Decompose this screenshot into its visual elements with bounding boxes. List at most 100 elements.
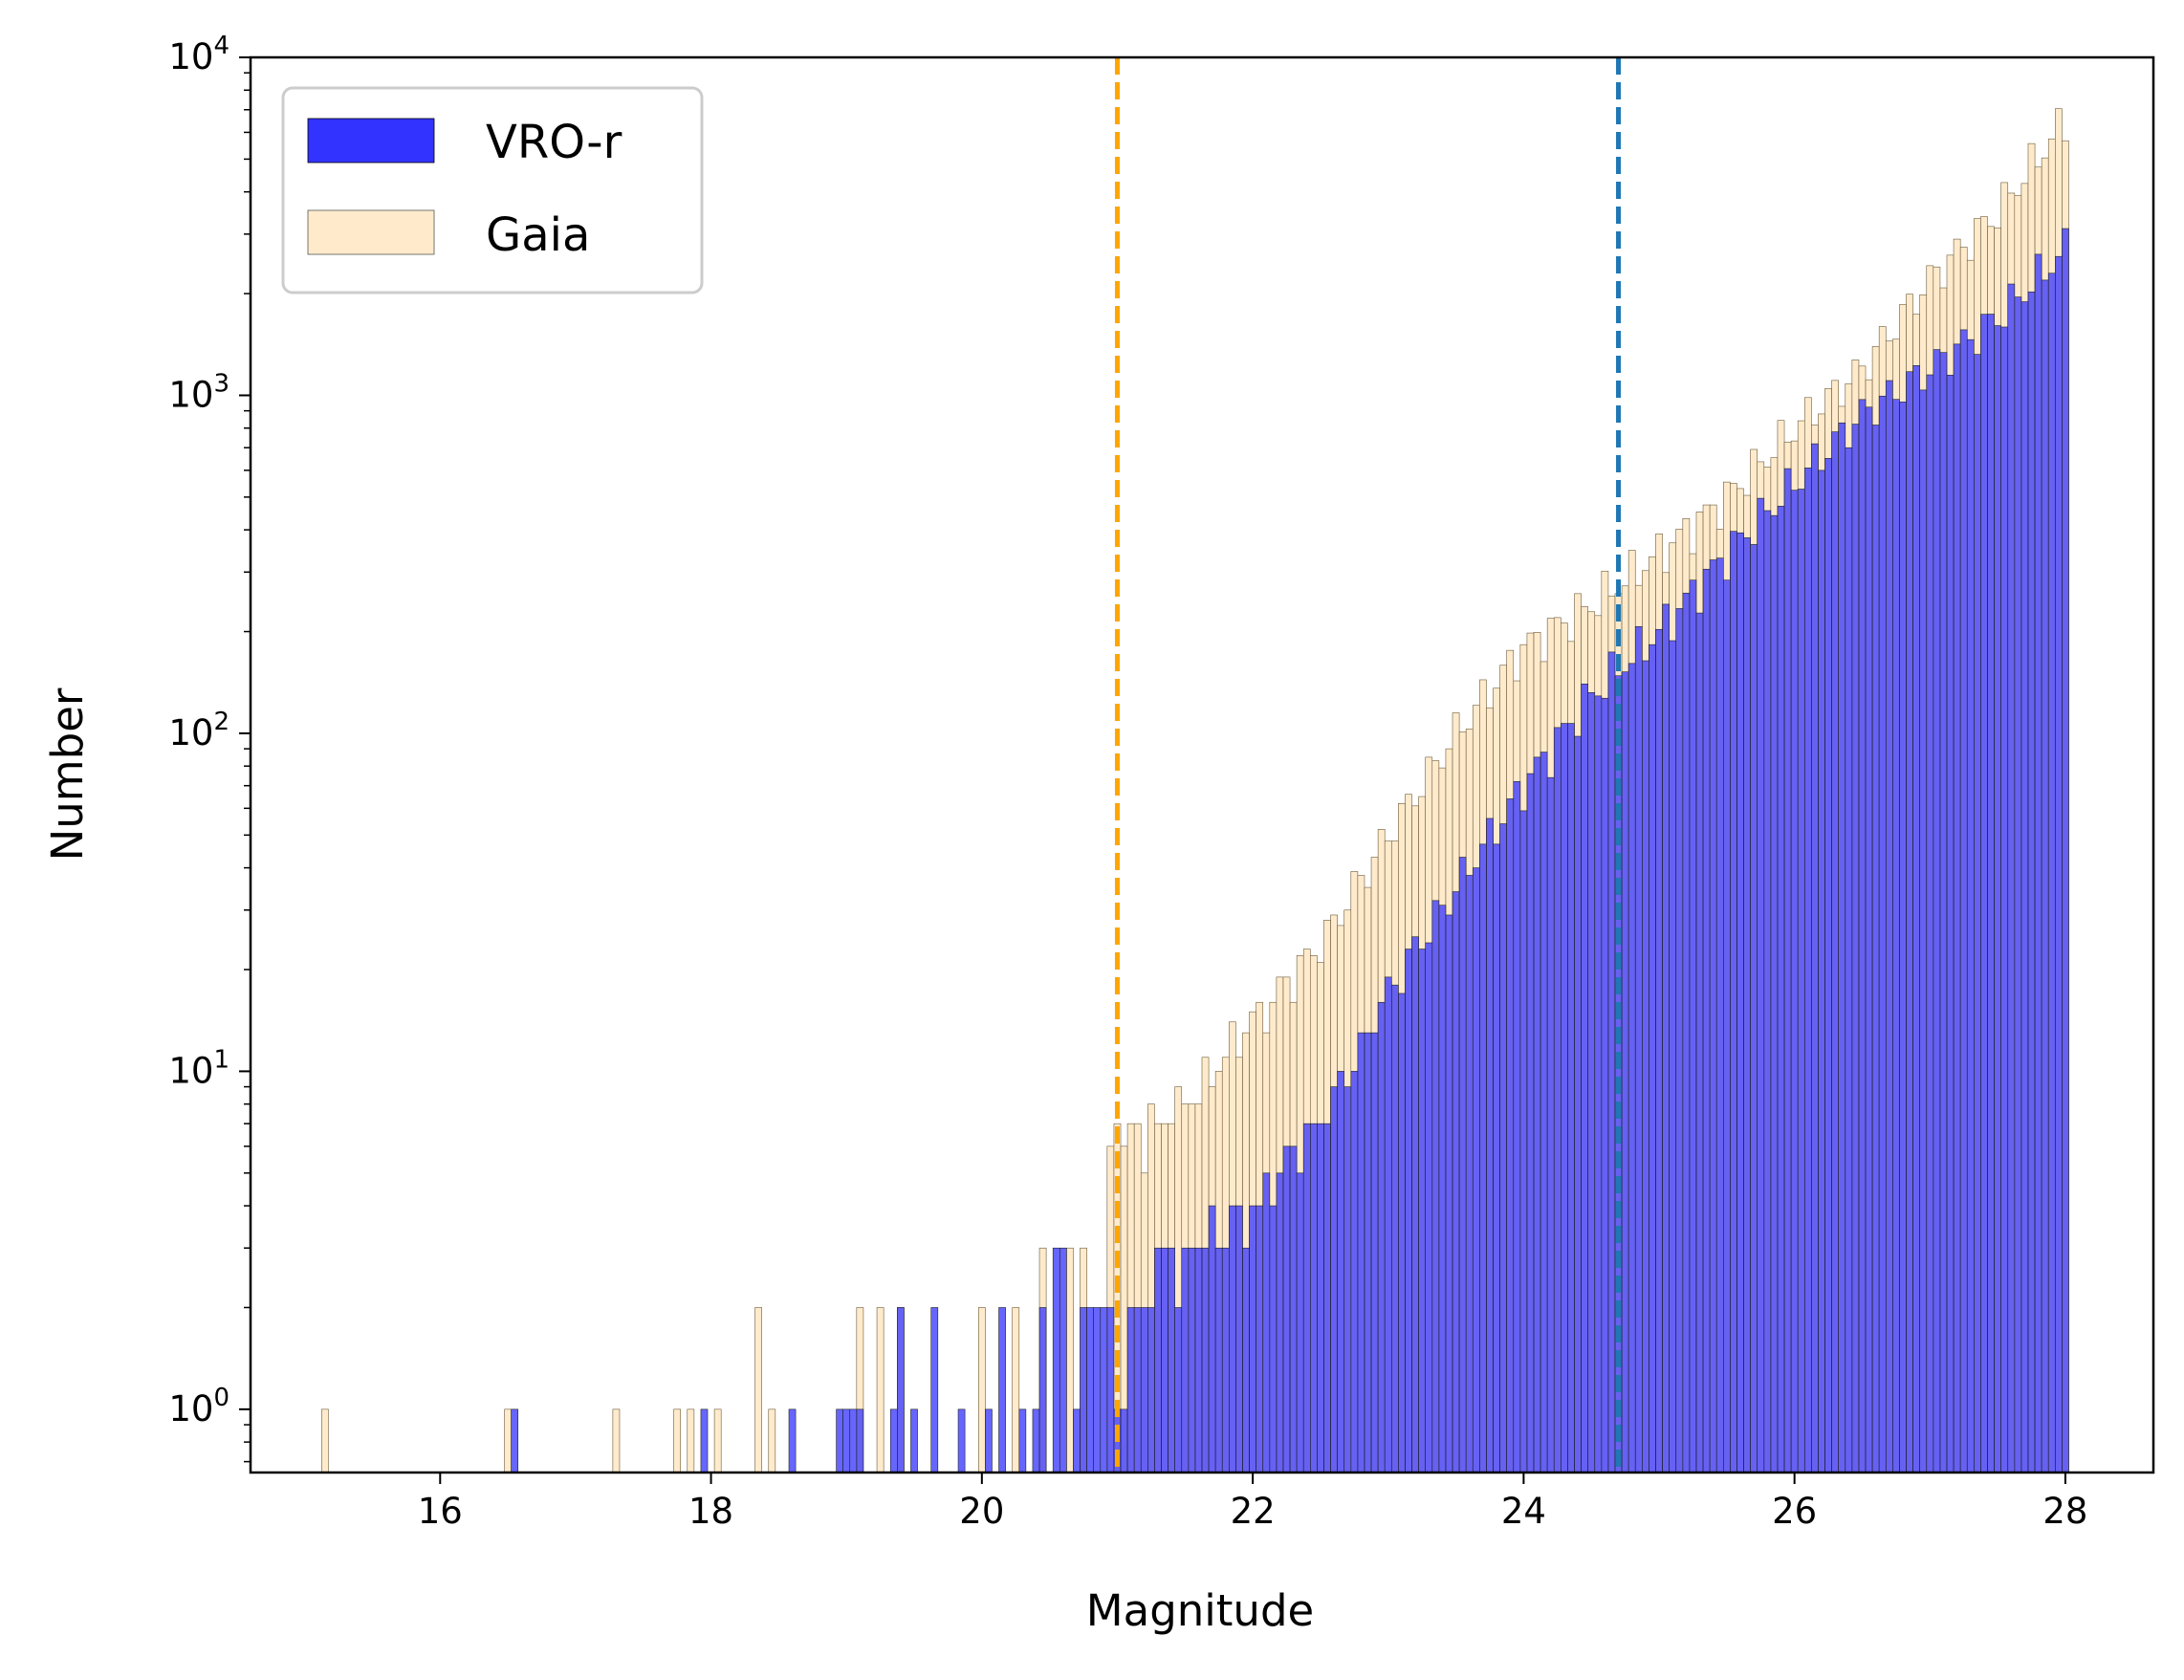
vro-r-bar: [1871, 425, 1880, 1473]
vro-r-bar: [1912, 365, 1920, 1473]
vro-r-bar: [1262, 1172, 1271, 1473]
vro-r-bar: [1418, 949, 1426, 1473]
vro-r-bar: [1702, 568, 1711, 1473]
vro-r-bar: [1398, 993, 1406, 1473]
gaia-bar: [768, 1408, 776, 1473]
vro-r-bar: [1310, 1123, 1318, 1473]
vro-r-bar: [1052, 1247, 1060, 1473]
gaia-bar: [754, 1307, 762, 1473]
vro-r-bar: [1188, 1247, 1196, 1473]
vro-r-bar: [1581, 683, 1588, 1473]
reference-lines: [1114, 57, 1622, 1473]
vro-r-bar: [1689, 579, 1697, 1473]
vro-r-bar: [910, 1408, 918, 1473]
vro-r-bar: [1343, 1086, 1352, 1473]
vro-r-bar: [1405, 949, 1412, 1473]
vro-r-bar: [2041, 279, 2049, 1473]
vro-r-bar: [1669, 640, 1677, 1473]
vro-r-bar: [2047, 273, 2056, 1473]
vro-r-bar: [1154, 1247, 1162, 1473]
vro-r-bar: [1621, 671, 1629, 1473]
vro-r-bar: [1479, 843, 1487, 1473]
vro-r-bar: [1790, 490, 1799, 1473]
vro-r-bar: [788, 1408, 797, 1473]
vro-r-bar: [2007, 283, 2016, 1473]
vro-r-bar: [1763, 510, 1772, 1473]
y-tick-label: 103: [168, 369, 229, 415]
y-axis-ticks: 100 101 102 103 104: [168, 32, 251, 1463]
vro-r-bar: [1675, 608, 1684, 1473]
vro-r-bar: [1797, 489, 1805, 1473]
vro-r-bar: [1249, 1205, 1256, 1473]
vro-r-bar: [1208, 1205, 1216, 1473]
vro-r-bar: [1953, 343, 1961, 1473]
y-tick-label: 102: [168, 708, 229, 753]
vro-r-bar: [842, 1408, 851, 1473]
vro-r-bar: [1709, 559, 1717, 1473]
y-tick-label: 100: [168, 1384, 229, 1429]
vro-r-bar: [1465, 875, 1474, 1473]
vro-r-bar: [1553, 727, 1562, 1473]
vro-r-bar: [1695, 612, 1704, 1473]
x-axis-ticks: 16 18 20 22 24 26 28: [418, 1473, 2087, 1532]
vro-r-bar: [1662, 603, 1670, 1473]
vro-r-bar: [1627, 663, 1636, 1473]
vro-r-bar: [1878, 395, 1887, 1473]
vro-r-bar: [2000, 326, 2009, 1473]
vro-r-bar: [897, 1307, 905, 1473]
y-tick-label: 101: [168, 1045, 229, 1091]
gaia-bar: [1066, 1247, 1074, 1473]
vro-r-bar: [1472, 867, 1480, 1473]
gaia-bar: [504, 1408, 512, 1473]
vro-r-bar: [1174, 1307, 1183, 1473]
vro-r-bar: [1919, 389, 1928, 1473]
vro-r-bar: [1059, 1247, 1067, 1473]
vro-r-bar: [2062, 228, 2069, 1473]
vro-r-bar: [1086, 1307, 1094, 1473]
vro-r-bar: [1926, 374, 1934, 1473]
x-tick-label: 26: [1772, 1491, 1817, 1532]
vro-r-bar: [1161, 1247, 1168, 1473]
vro-r-bar: [1431, 900, 1440, 1473]
vro-r-bar: [1607, 651, 1616, 1473]
vro-r-bar: [1546, 776, 1555, 1473]
x-tick-label: 18: [688, 1491, 733, 1532]
vro-r-bar: [1390, 984, 1399, 1473]
vro-r-bar: [2055, 255, 2063, 1473]
vro-r-bar: [2034, 253, 2042, 1473]
vro-r-bar: [1655, 628, 1663, 1473]
vro-r-bar: [1214, 1247, 1223, 1473]
vro-r-bar: [930, 1307, 939, 1473]
vro-r-bar: [889, 1408, 898, 1473]
vro-r-bar: [1445, 914, 1453, 1473]
vro-r-bar: [1980, 314, 1988, 1473]
vro-r-bar: [1126, 1307, 1135, 1473]
vro-r-bar: [1642, 660, 1649, 1473]
vro-r-bar: [1743, 537, 1751, 1473]
vro-r-bar: [1120, 1408, 1128, 1473]
vro-r-bar: [1018, 1408, 1027, 1473]
y-tick-label: 104: [168, 32, 229, 77]
vro-r-bar: [836, 1408, 843, 1473]
vro-r-bar: [1411, 936, 1419, 1473]
vro-r-bar: [1757, 497, 1765, 1473]
vro-r-bar: [1330, 1086, 1338, 1473]
vro-r-bar: [1601, 697, 1609, 1473]
vro-r-bar: [1561, 723, 1568, 1473]
x-tick-label: 24: [1501, 1491, 1546, 1532]
vro-r-bar: [957, 1408, 966, 1473]
gaia-bar: [977, 1307, 986, 1473]
vro-r-bar: [1269, 1205, 1278, 1473]
vro-r-bar: [1770, 514, 1779, 1473]
vro-r-bar: [1499, 823, 1507, 1473]
gaia-bar: [1012, 1307, 1020, 1473]
vro-r-bar: [1777, 506, 1785, 1473]
vro-r-bar: [1994, 325, 2001, 1473]
vro-r-bar: [2020, 301, 2029, 1473]
gaia-bar: [321, 1408, 329, 1473]
vro-r-bar: [1377, 1001, 1386, 1473]
vro-r-bar: [1730, 531, 1737, 1473]
vro-r-bar: [1140, 1307, 1148, 1473]
x-tick-label: 28: [2042, 1491, 2087, 1532]
